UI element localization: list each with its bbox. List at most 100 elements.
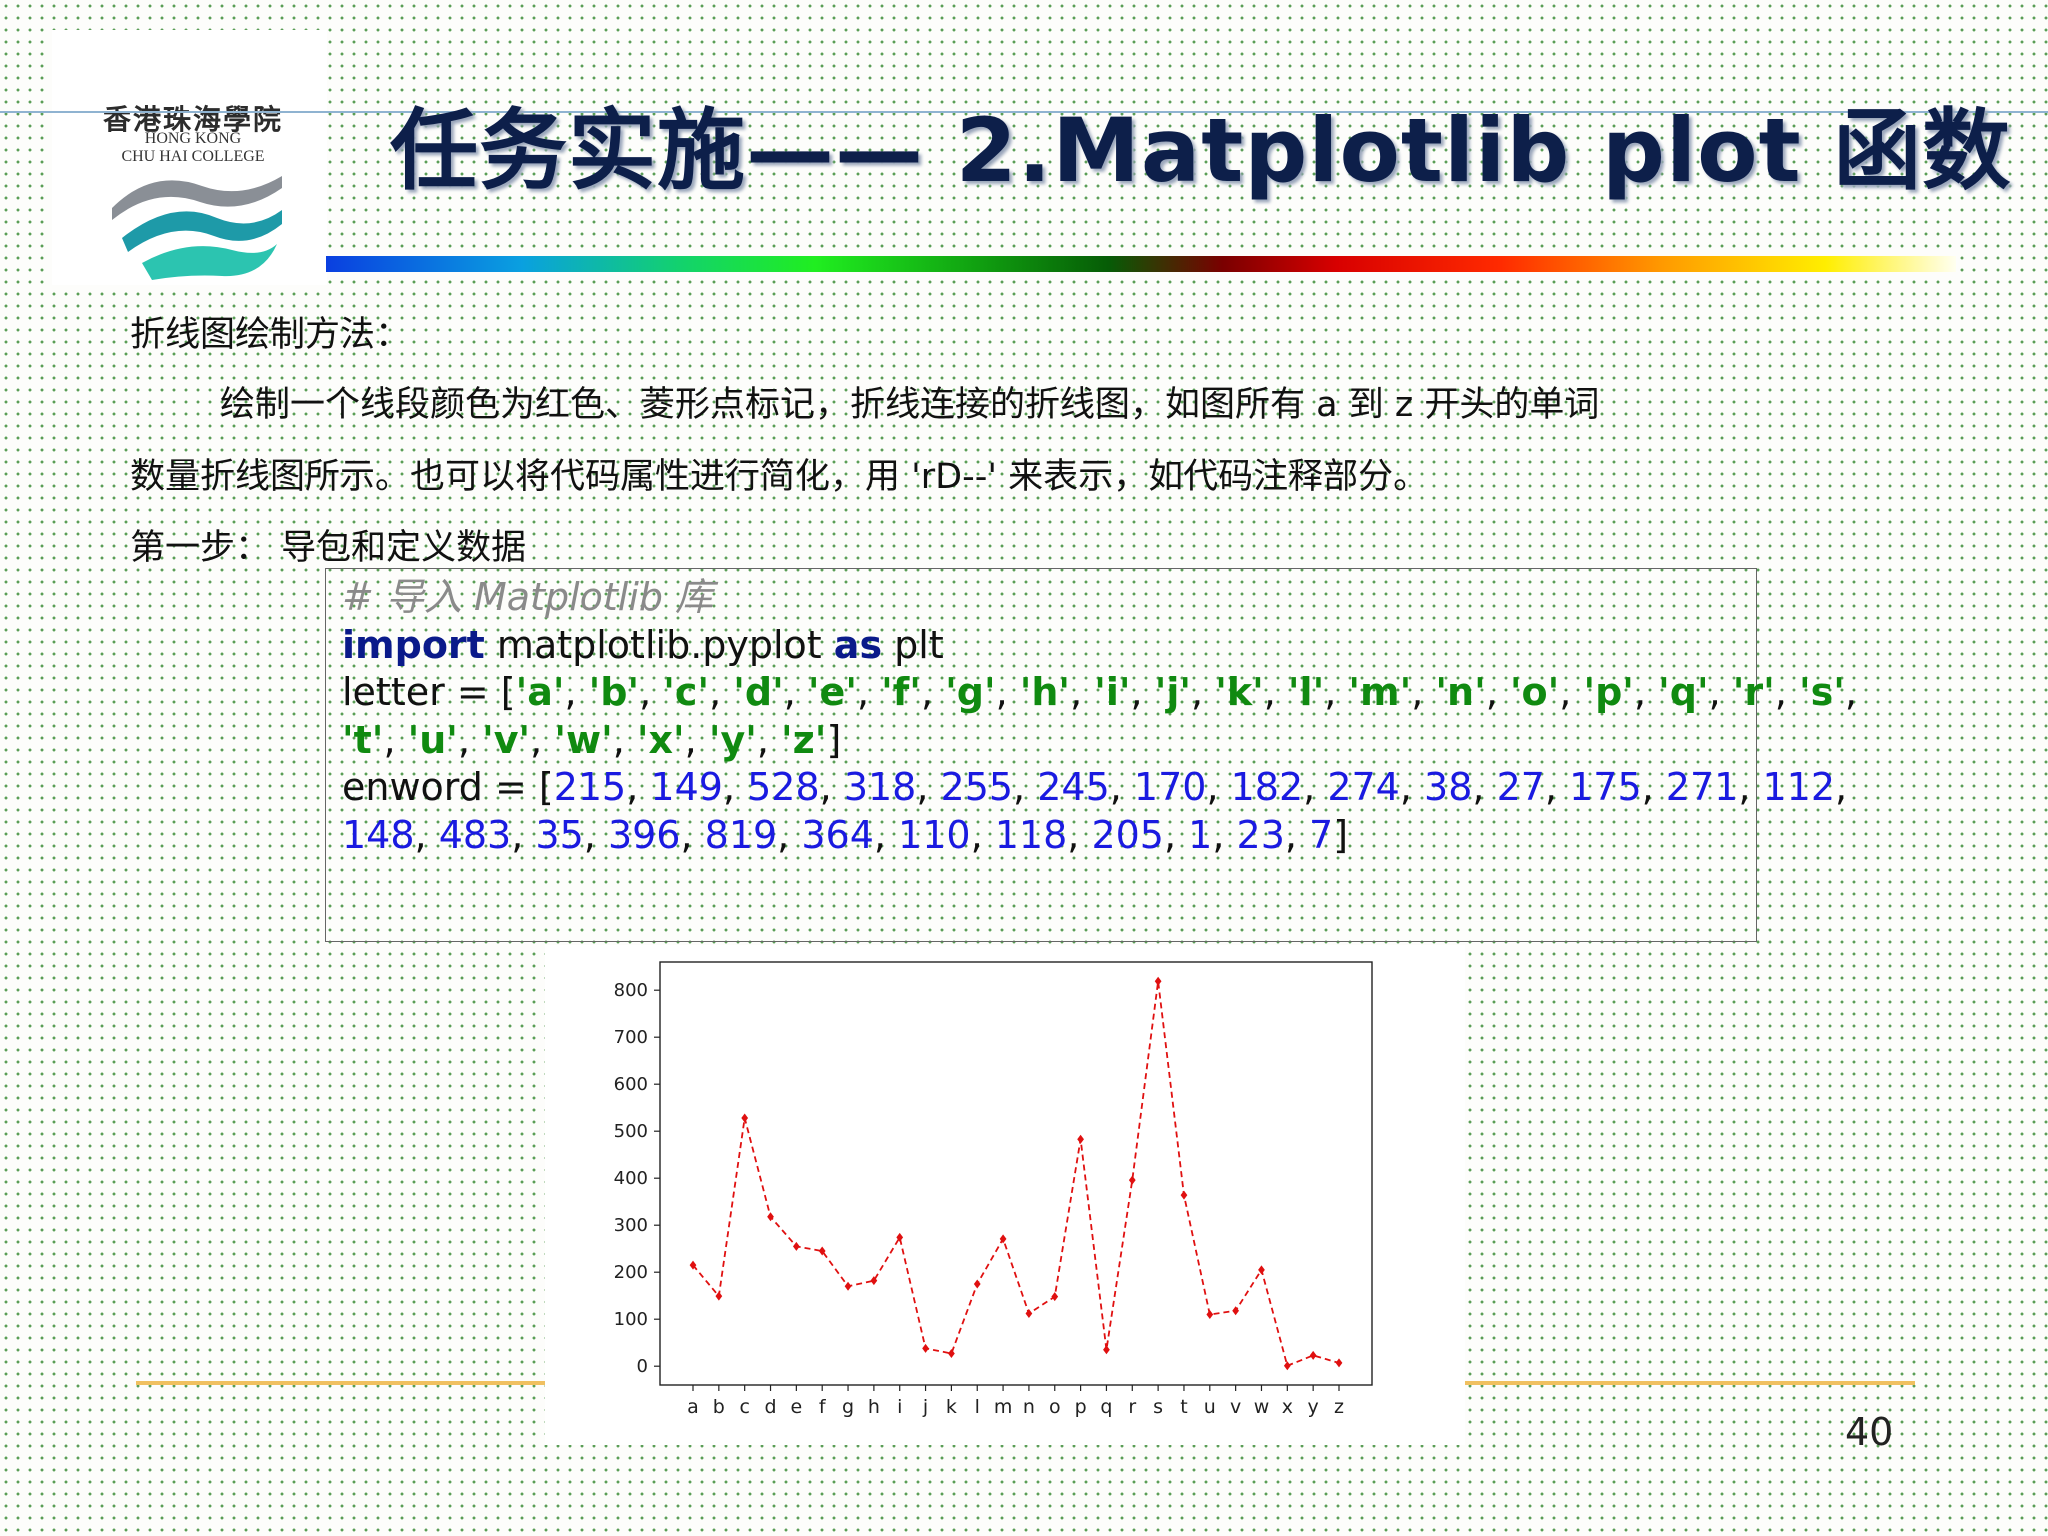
logo-waves-icon: [112, 176, 282, 280]
code-number-token: 110: [898, 812, 971, 857]
code-string-token: 'e': [807, 670, 857, 714]
code-letter-line-2: 't', 'u', 'v', 'w', 'x', 'y', 'z']: [342, 717, 1742, 765]
code-number-token: 364: [801, 812, 874, 857]
code-separator: ,: [1835, 765, 1848, 809]
data-point-marker: [1283, 1361, 1291, 1371]
code-letter-line-1: letter = ['a', 'b', 'c', 'd', 'e', 'f', …: [342, 669, 1857, 717]
x-tick-label: o: [1049, 1396, 1061, 1418]
code-number-token: 27: [1496, 765, 1545, 809]
section-heading: 折线图绘制方法：: [130, 315, 411, 355]
code-separator: ,: [626, 765, 651, 809]
code-separator: ,: [1206, 765, 1231, 809]
code-separator: ,: [970, 812, 995, 857]
code-separator: ,: [1130, 670, 1155, 714]
x-tick-label: h: [868, 1396, 880, 1418]
line-chart: 0 100 200 300 400 500 600 700 800 a b c d e f g h i j k l m n o…: [614, 961, 1373, 1418]
code-string-token: 'v': [482, 717, 531, 762]
footer-line-left: [136, 1381, 546, 1385]
page-number: 40: [1845, 1410, 1894, 1454]
x-tick-label: g: [842, 1396, 854, 1418]
code-separator: ,: [583, 812, 608, 857]
data-point-marker: [792, 1241, 800, 1251]
code-string-token: 'y': [708, 717, 757, 762]
code-enword-prefix: enword = [: [342, 765, 554, 809]
code-string-token: 'g': [945, 670, 996, 714]
data-point-marker: [948, 1349, 955, 1359]
data-point-marker: [818, 1246, 826, 1256]
code-import-line: import matplotlib.pyplot as plt: [342, 622, 1742, 670]
code-separator: ,: [1708, 670, 1733, 714]
series-line: [692, 981, 1340, 1367]
data-point-marker: [870, 1276, 878, 1286]
code-number-token: 1: [1188, 812, 1213, 857]
x-tick-label: y: [1308, 1396, 1319, 1418]
code-block-frame: [325, 568, 1757, 942]
x-tick-label: k: [946, 1396, 957, 1418]
data-point-marker: [844, 1281, 852, 1291]
y-tick-label: 0: [637, 1356, 648, 1377]
data-point-marker: [1180, 1190, 1188, 1200]
code-separator: ,: [1324, 670, 1349, 714]
code-separator: ,: [1212, 812, 1237, 857]
code-number-token: 255: [940, 765, 1014, 809]
data-point-marker: [767, 1212, 774, 1222]
title-underline: [0, 111, 2048, 113]
slide-title: 任务实施—— 2.Matplotlib plot 函数: [390, 99, 2012, 202]
code-separator: ,: [564, 670, 589, 714]
college-logo: 香港珠海學院 HONG KONG CHU HAI COLLEGE: [52, 30, 327, 285]
code-separator: ,: [1191, 670, 1216, 714]
code-separator: ,: [1399, 765, 1425, 809]
code-number-token: 112: [1762, 765, 1836, 809]
code-separator: ,: [684, 717, 709, 762]
code-number-token: 149: [650, 765, 723, 809]
plot-area-frame: [659, 961, 1373, 1386]
x-tick-label: m: [994, 1396, 1013, 1418]
code-bracket: ]: [1333, 812, 1349, 857]
x-tick-label: n: [1023, 1396, 1035, 1418]
x-tick-label: p: [1075, 1396, 1087, 1418]
code-separator: ,: [783, 670, 808, 714]
data-point-marker: [1128, 1175, 1136, 1185]
code-separator: ,: [856, 670, 882, 714]
data-point-marker: [1258, 1265, 1265, 1275]
code-separator: ,: [722, 765, 748, 809]
x-tick-label: j: [922, 1396, 928, 1418]
code-separator: ,: [1070, 670, 1095, 714]
code-enword-line-1: enword = [215, 149, 528, 318, 255, 245, …: [342, 764, 1847, 812]
x-tick-label: v: [1230, 1396, 1241, 1418]
data-point-marker: [1206, 1310, 1214, 1319]
data-point-marker: [922, 1343, 929, 1353]
code-string-token: 'k': [1215, 670, 1264, 714]
data-point-marker: [1025, 1309, 1033, 1319]
x-tick-label: q: [1100, 1396, 1112, 1418]
code-number-token: 23: [1236, 812, 1285, 857]
data-point-marker: [1103, 1345, 1110, 1355]
code-string-token: 'r': [1732, 670, 1775, 714]
code-string-token: 'h': [1019, 670, 1071, 714]
y-tick-label: 600: [614, 1074, 648, 1095]
code-separator: ,: [1284, 812, 1310, 857]
code-import-keyword: import: [342, 622, 485, 667]
code-number-token: 271: [1665, 765, 1739, 809]
code-separator: ,: [819, 765, 844, 809]
logo-english-line-1: HONG KONG: [144, 130, 242, 147]
code-string-token: 'f': [881, 670, 921, 714]
code-enword-values-2: 148, 483, 35, 396, 819, 364, 110, 118, 2…: [342, 813, 1333, 857]
code-separator: ,: [414, 812, 439, 857]
code-number-token: 38: [1424, 765, 1473, 809]
y-tick-label: 500: [614, 1121, 648, 1142]
x-tick-label: z: [1334, 1396, 1344, 1418]
code-separator: ,: [457, 717, 483, 762]
x-tick-label: d: [764, 1396, 776, 1418]
code-string-token: 'z': [781, 717, 827, 762]
code-number-token: 182: [1230, 765, 1304, 809]
code-separator: ,: [1485, 670, 1510, 714]
x-tick-label: b: [713, 1396, 725, 1418]
code-number-token: 483: [438, 812, 512, 857]
y-tick-label: 700: [614, 1027, 648, 1048]
code-separator: ,: [756, 717, 782, 762]
step-heading: 第一步： 导包和定义数据: [130, 528, 527, 568]
data-point-marker: [1309, 1350, 1317, 1360]
code-number-token: 118: [994, 812, 1068, 857]
code-number-token: 274: [1327, 765, 1400, 809]
